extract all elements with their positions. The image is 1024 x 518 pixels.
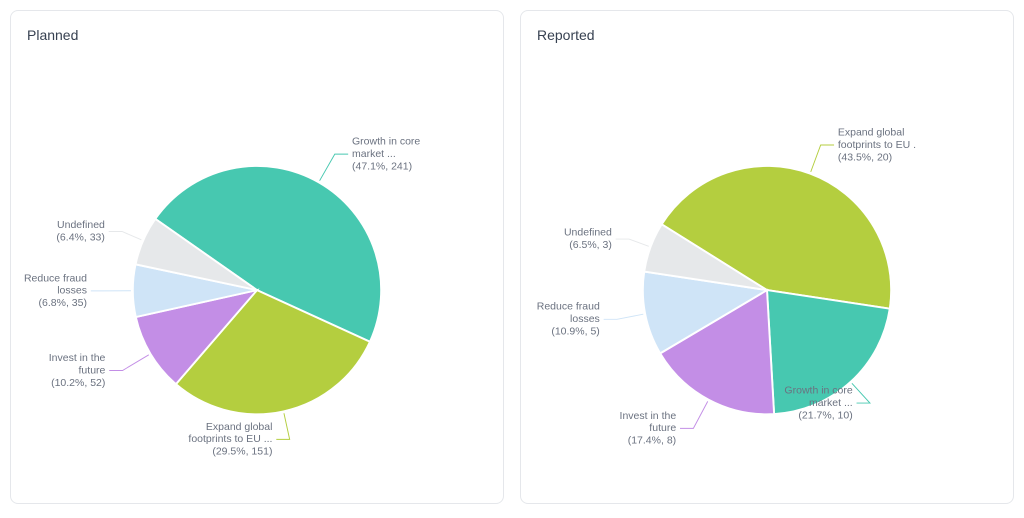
reported-title: Reported [537, 27, 1001, 43]
slice-label: Expand globalfootprints to EU .(43.5%, 2… [838, 126, 916, 163]
slice-leader-line [320, 154, 349, 181]
slice-label-name: Expand global [206, 421, 273, 433]
slice-leader-line [604, 314, 644, 319]
slice-label-name: future [649, 422, 676, 434]
slice-label: Reduce fraudlosses(10.9%, 5) [537, 301, 600, 338]
slice-label: Growth in coremarket ...(47.1%, 241) [352, 136, 420, 173]
slice-label-name: footprints to EU ... [188, 433, 272, 445]
slice-label-name: market ... [352, 148, 396, 160]
slice-label-value: (10.2%, 52) [51, 377, 105, 389]
slice-label-value: (29.5%, 151) [212, 446, 272, 458]
planned-card: Planned Growth in coremarket ...(47.1%, … [10, 10, 504, 504]
slice-label: Expand globalfootprints to EU ...(29.5%,… [188, 421, 272, 458]
slice-label-name: Undefined [57, 219, 105, 231]
slice-leader-line [852, 383, 870, 403]
slice-label-name: Reduce fraud [24, 272, 87, 284]
reported-card: Reported Expand globalfootprints to EU .… [520, 10, 1014, 504]
slice-label: Invest in thefuture(10.2%, 52) [49, 352, 106, 389]
slice-label-name: Undefined [564, 227, 612, 239]
slice-label-value: (43.5%, 20) [838, 151, 892, 163]
slice-label-value: (21.7%, 10) [798, 409, 852, 421]
slice-label-value: (17.4%, 8) [628, 435, 676, 447]
slice-label: Undefined(6.4%, 33) [56, 219, 105, 243]
slice-leader-line [811, 145, 834, 172]
slice-label-name: future [79, 364, 106, 376]
slice-label-value: (47.1%, 241) [352, 160, 412, 172]
slice-label: Invest in thefuture(17.4%, 8) [620, 410, 677, 447]
slice-label: Undefined(6.5%, 3) [564, 227, 612, 251]
slice-label-value: (6.8%, 35) [39, 297, 87, 309]
slice-leader-line [680, 401, 708, 428]
reported-chart: Expand globalfootprints to EU .(43.5%, 2… [533, 51, 1001, 491]
slice-label-name: Growth in core [352, 136, 420, 148]
slice-label-name: market ... [809, 397, 853, 409]
slice-leader-line [109, 231, 142, 239]
slice-leader-line [109, 355, 149, 371]
slice-label-value: (10.9%, 5) [551, 326, 599, 338]
slice-label-name: footprints to EU . [838, 139, 916, 151]
slice-leader-line [616, 239, 649, 246]
slice-label-value: (6.5%, 3) [569, 239, 612, 251]
slice-label-name: Invest in the [620, 410, 677, 422]
planned-chart: Growth in coremarket ...(47.1%, 241) Expa… [23, 51, 491, 491]
slice-label-value: (6.4%, 33) [56, 232, 104, 244]
slice-label-name: losses [57, 285, 87, 297]
slice-label-name: Invest in the [49, 352, 106, 364]
slice-label: Reduce fraudlosses(6.8%, 35) [24, 272, 87, 309]
slice-leader-line [276, 413, 289, 439]
slice-label-name: Expand global [838, 126, 905, 138]
slice-label-name: losses [570, 313, 600, 325]
slice-label-name: Growth in core [784, 385, 852, 397]
planned-title: Planned [27, 27, 491, 43]
slice-label-name: Reduce fraud [537, 301, 600, 313]
